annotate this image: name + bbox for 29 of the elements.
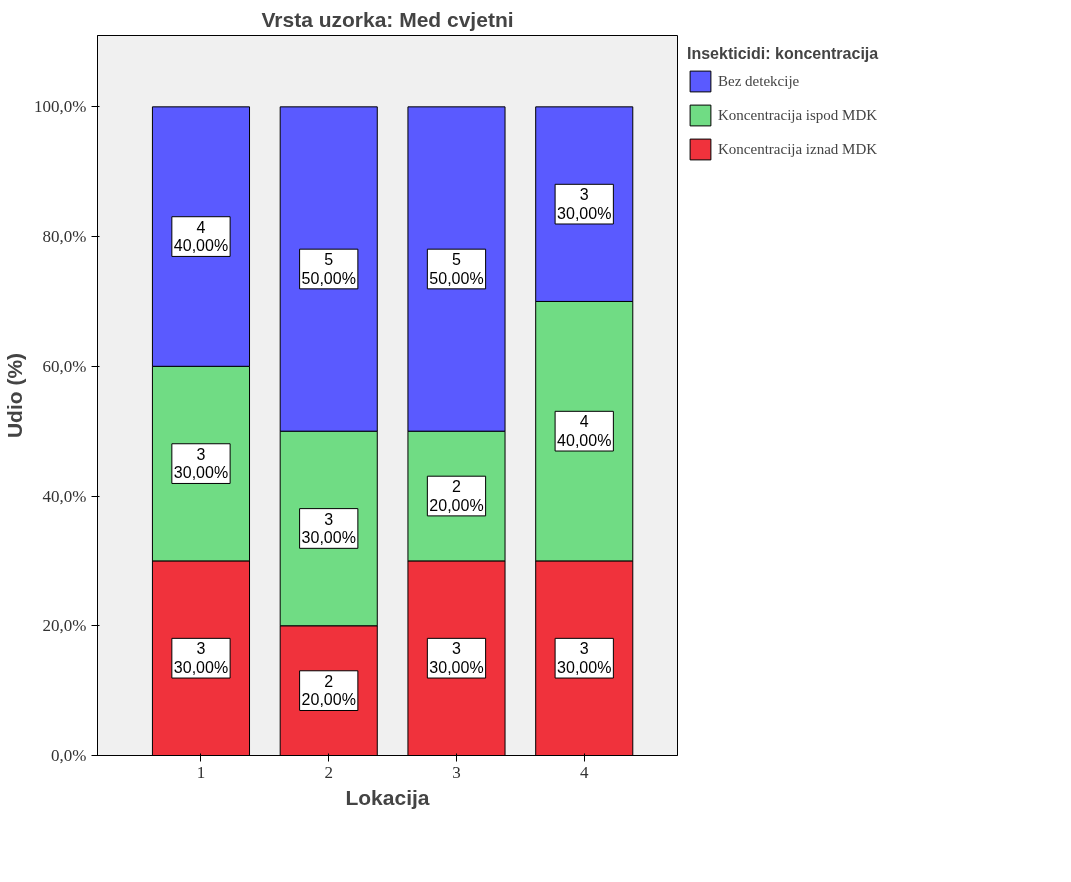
data-label: 4 40,00% xyxy=(557,413,612,450)
data-label: 2 20,00% xyxy=(429,478,484,514)
chart-title: Vrsta uzorka: Med cvjetni xyxy=(261,7,514,31)
y-tick-label: 100,0% xyxy=(34,97,87,117)
legend-title: Insekticidi: koncentracija xyxy=(687,45,879,63)
data-label: 4 40,00% xyxy=(173,218,229,255)
data-label: 3 30,00% xyxy=(557,640,612,677)
data-label: 3 30,00% xyxy=(173,640,229,677)
data-label: 2 20,00% xyxy=(301,672,356,709)
x-tick-label: 1 xyxy=(196,762,206,782)
x-tick-label: 2 xyxy=(324,762,333,782)
y-tick-label: 0,0% xyxy=(51,746,87,765)
data-label: 3 30,00% xyxy=(429,640,484,677)
y-tick-label: 60,0% xyxy=(42,356,87,376)
y-tick-label: 20,0% xyxy=(42,616,87,636)
x-axis-title: Lokacija xyxy=(345,785,430,809)
y-axis-title: Udio (%) xyxy=(3,352,27,439)
y-tick-label: 80,0% xyxy=(42,227,87,247)
legend-label: Koncentracija ispod MDK xyxy=(718,106,878,124)
x-tick-label: 3 xyxy=(452,762,461,782)
data-label: 5 50,00% xyxy=(429,251,484,287)
x-tick-label: 4 xyxy=(579,762,589,782)
legend-label: Bez detekcije xyxy=(718,72,800,90)
y-tick-label: 40,0% xyxy=(42,486,87,506)
data-label: 3 30,00% xyxy=(301,510,356,547)
data-label: 5 50,00% xyxy=(301,251,356,287)
data-label: 3 30,00% xyxy=(557,186,612,222)
legend-label: Koncentracija iznad MDK xyxy=(718,140,878,158)
data-label: 3 30,00% xyxy=(173,445,229,482)
